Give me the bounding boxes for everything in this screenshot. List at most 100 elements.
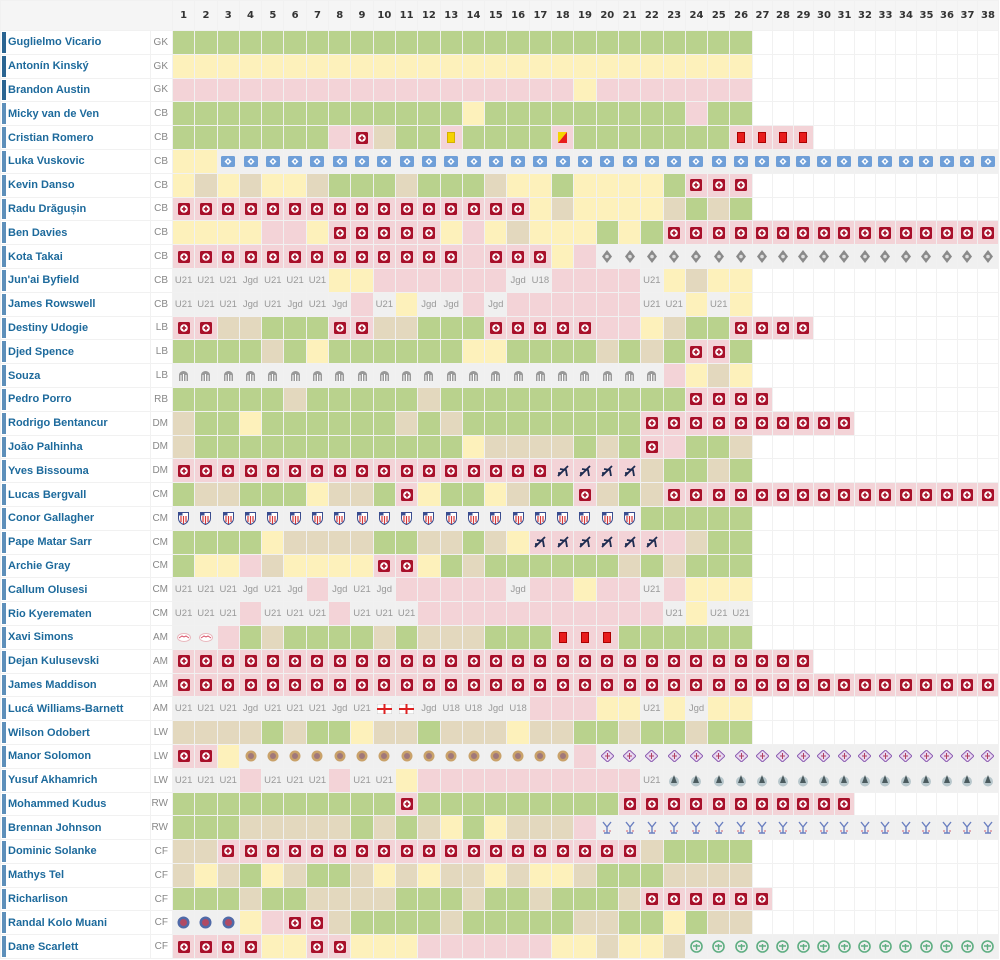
player-name-cell[interactable]: Manor Solomon — [0, 743, 151, 769]
player-name-cell[interactable]: Djed Spence — [0, 339, 151, 365]
match-cell — [171, 363, 196, 388]
player-name-cell[interactable]: Micky van de Ven — [0, 101, 151, 127]
player-name[interactable]: Radu Drăgușin — [8, 202, 87, 215]
player-name[interactable]: Cristian Romero — [8, 131, 94, 144]
match-cell — [305, 529, 330, 555]
player-name[interactable]: Richarlison — [8, 893, 68, 906]
match-cell — [895, 172, 917, 198]
player-name-cell[interactable]: Pape Matar Sarr — [0, 529, 151, 555]
player-name[interactable]: Wilson Odobert — [8, 726, 90, 739]
match-cell — [305, 672, 330, 698]
player-name-cell[interactable]: Yves Bissouma — [0, 458, 151, 484]
player-name-cell[interactable]: Souza — [0, 363, 151, 388]
player-name-cell[interactable]: Guglielmo Vicario — [0, 30, 151, 55]
player-name-cell[interactable]: Radu Drăgușin — [0, 196, 151, 222]
player-name-cell[interactable]: Callum Olusesi — [0, 577, 151, 603]
player-name[interactable]: Lucá Williams-Barnett — [8, 702, 124, 715]
player-position: CB — [150, 101, 173, 127]
player-name[interactable]: Antonín Kinský — [8, 60, 89, 73]
player-name-cell[interactable]: Destiny Udogie — [0, 315, 151, 341]
player-name[interactable]: Archie Gray — [8, 559, 71, 572]
match-cell — [854, 30, 876, 55]
player-name[interactable]: Dejan Kulusevski — [8, 655, 100, 668]
player-name-cell[interactable]: Luka Vuskovic — [0, 148, 151, 174]
player-name[interactable]: Callum Olusesi — [8, 583, 88, 596]
player-name-cell[interactable]: Brandon Austin — [0, 77, 151, 103]
match-cell — [915, 339, 938, 365]
player-name[interactable]: Kevin Danso — [8, 179, 75, 192]
player-name-cell[interactable]: Brennan Johnson — [0, 815, 151, 841]
player-name-cell[interactable]: Cristian Romero — [0, 125, 151, 150]
match-cell — [915, 410, 938, 436]
player-name-cell[interactable]: Pedro Porro — [0, 386, 151, 412]
match-cell — [328, 624, 352, 650]
match-cell: U21 — [305, 767, 330, 793]
player-name-cell[interactable]: Lucá Williams-Barnett — [0, 696, 151, 722]
player-name[interactable]: Jun'ai Byfield — [8, 274, 80, 287]
player-name-cell[interactable]: Kota Takai — [0, 244, 151, 269]
player-name-cell[interactable]: João Palhinha — [0, 434, 151, 460]
player-name[interactable]: Guglielmo Vicario — [8, 36, 102, 49]
player-name[interactable]: Kota Takai — [8, 250, 63, 263]
player-name-cell[interactable]: Richarlison — [0, 886, 151, 912]
player-name-cell[interactable]: Dane Scarlett — [0, 934, 151, 960]
player-name[interactable]: Dane Scarlett — [8, 940, 79, 953]
player-name[interactable]: Souza — [8, 369, 41, 382]
player-name[interactable]: Mohammed Kudus — [8, 797, 107, 810]
player-name[interactable]: Xavi Simons — [8, 631, 74, 644]
player-name[interactable]: Dominic Solanke — [8, 845, 97, 858]
player-name[interactable]: Mathys Tel — [8, 869, 65, 882]
player-name-cell[interactable]: Archie Gray — [0, 553, 151, 579]
player-name[interactable]: Destiny Udogie — [8, 321, 89, 334]
eagle-badge-icon — [900, 774, 912, 787]
player-name[interactable]: Brennan Johnson — [8, 821, 102, 834]
player-name[interactable]: James Maddison — [8, 678, 97, 691]
player-name-cell[interactable]: Mohammed Kudus — [0, 791, 151, 817]
player-name[interactable]: Rio Kyerematen — [8, 607, 92, 620]
player-name-cell[interactable]: Mathys Tel — [0, 862, 151, 888]
player-name-cell[interactable]: Dejan Kulusevski — [0, 648, 151, 674]
player-name-cell[interactable]: Lucas Bergvall — [0, 482, 151, 507]
player-name[interactable]: James Rowswell — [8, 298, 96, 311]
player-name[interactable]: Yusuf Akhamrich — [8, 774, 98, 787]
player-name[interactable]: Lucas Bergvall — [8, 488, 87, 501]
match-cell — [261, 720, 285, 745]
player-name-cell[interactable]: Wilson Odobert — [0, 720, 151, 745]
player-name-cell[interactable]: Conor Gallagher — [0, 505, 151, 531]
player-name[interactable]: Luka Vuskovic — [8, 155, 85, 168]
player-name[interactable]: Randal Kolo Muani — [8, 916, 107, 929]
match-cell — [833, 720, 856, 745]
match-cell — [595, 434, 619, 460]
match-cell — [484, 791, 508, 817]
player-name[interactable]: Pedro Porro — [8, 393, 72, 406]
match-cell: U21 — [216, 601, 240, 626]
villarreal-badge-icon — [512, 750, 524, 762]
player-name-cell[interactable]: Randal Kolo Muani — [0, 910, 151, 936]
match-cell — [936, 886, 958, 912]
player-name[interactable]: Yves Bissouma — [8, 464, 89, 477]
player-name-cell[interactable]: Yusuf Akhamrich — [0, 767, 151, 793]
player-name[interactable]: Pape Matar Sarr — [8, 536, 92, 549]
player-name-cell[interactable]: Antonín Kinský — [0, 53, 151, 79]
player-name[interactable]: Djed Spence — [8, 345, 75, 358]
player-name-cell[interactable]: Xavi Simons — [0, 624, 151, 650]
player-name-cell[interactable]: James Maddison — [0, 672, 151, 698]
player-name[interactable]: Brandon Austin — [8, 83, 91, 96]
injury-icon — [222, 655, 235, 668]
player-name[interactable]: Micky van de Ven — [8, 107, 100, 120]
player-name-cell[interactable]: Dominic Solanke — [0, 839, 151, 864]
player-name-cell[interactable]: Rodrigo Bentancur — [0, 410, 151, 436]
player-name-cell[interactable]: James Rowswell — [0, 291, 151, 317]
match-cell: U21 — [216, 767, 240, 793]
player-name[interactable]: João Palhinha — [8, 440, 83, 453]
player-name-cell[interactable]: Rio Kyerematen — [0, 601, 151, 626]
player-name[interactable]: Manor Solomon — [8, 750, 92, 763]
player-name[interactable]: Ben Davies — [8, 226, 68, 239]
player-name-cell[interactable]: Jun'ai Byfield — [0, 267, 151, 293]
player-name[interactable]: Rodrigo Bentancur — [8, 417, 108, 430]
player-name-cell[interactable]: Ben Davies — [0, 220, 151, 246]
match-cell — [833, 791, 856, 817]
match-cell — [707, 696, 731, 722]
player-name-cell[interactable]: Kevin Danso — [0, 172, 151, 198]
player-name[interactable]: Conor Gallagher — [8, 512, 95, 525]
